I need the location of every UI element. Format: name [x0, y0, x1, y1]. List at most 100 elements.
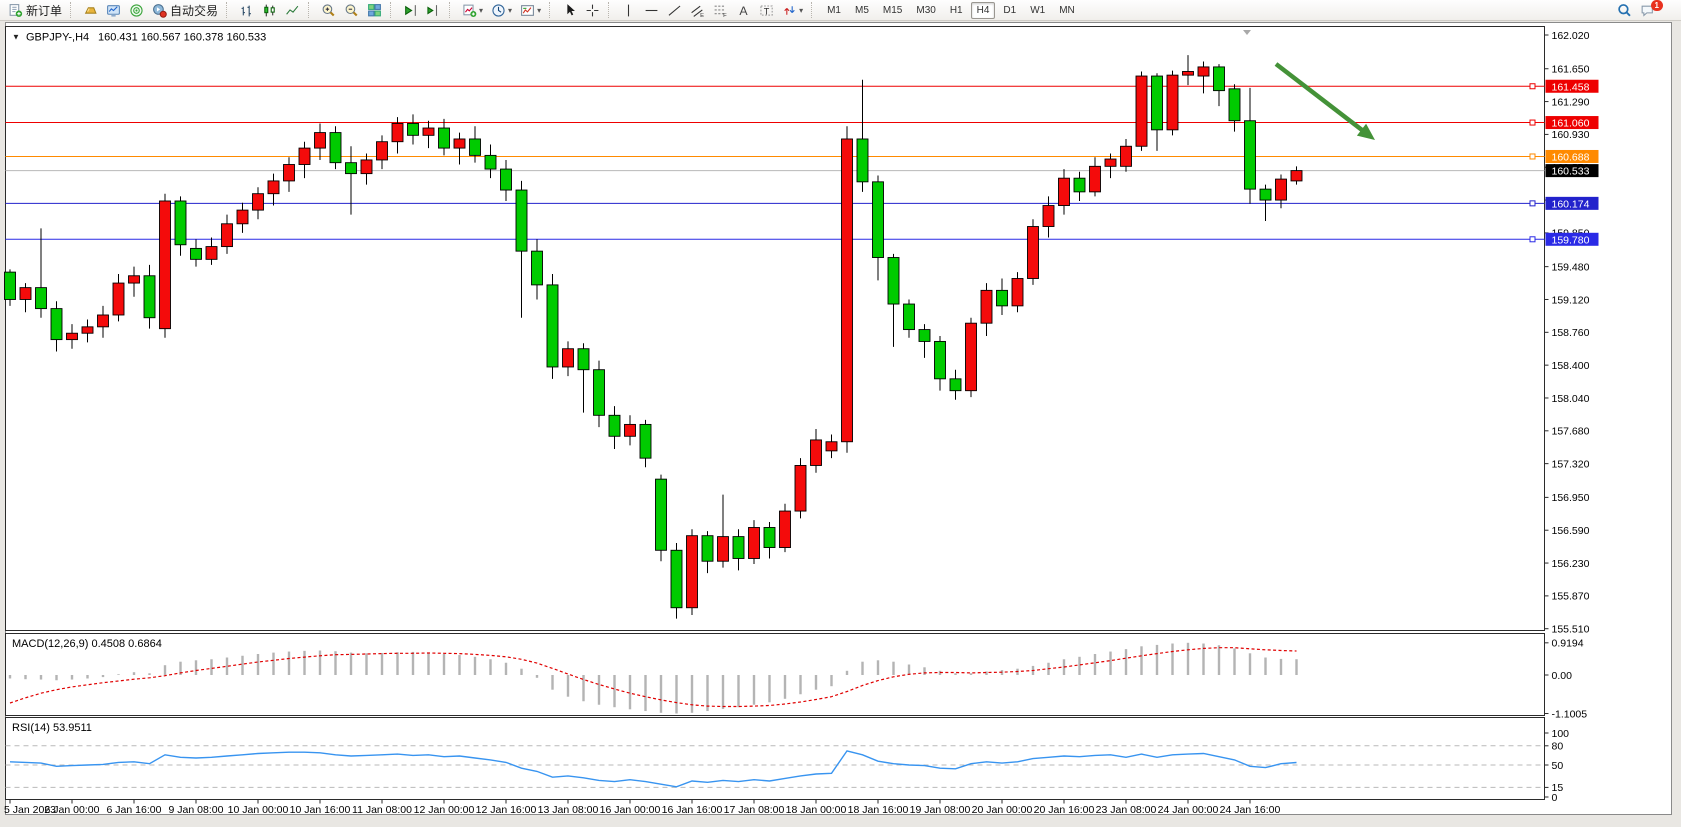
timeframe-MN[interactable]: MN	[1059, 4, 1075, 16]
symbol-dropdown-icon[interactable]: ▼	[12, 33, 20, 42]
crosshair-icon[interactable]	[582, 0, 603, 20]
timeframe-M5[interactable]: M5	[855, 4, 869, 16]
toolbar-separator	[390, 2, 395, 18]
macd-axis-label: 0.00	[1552, 670, 1573, 682]
payment-icon[interactable]	[80, 0, 101, 20]
price-level-badge: 161.458	[1552, 81, 1590, 93]
time-axis-label: 23 Jan 08:00	[1096, 804, 1157, 816]
periods-icon[interactable]: ▾	[488, 0, 515, 20]
horizontal-line-161.458[interactable]	[5, 83, 1545, 90]
rsi-axis-label: 50	[1552, 760, 1564, 772]
price-axis-label: 160.930	[1552, 129, 1590, 141]
chart-title-ohlc: 160.431 160.567 160.378 160.533	[98, 32, 266, 44]
toolbar-separator	[226, 2, 231, 18]
price-axis-label: 161.650	[1552, 64, 1590, 76]
templates-icon[interactable]: ▾	[517, 0, 544, 20]
chart-area[interactable]: 162.020161.650161.290160.930160.570160.2…	[0, 22, 1681, 827]
trend-arrow[interactable]	[1274, 62, 1375, 140]
toolbar-separator	[308, 2, 313, 18]
time-axis-label: 12 Jan 00:00	[414, 804, 475, 816]
new-order-icon[interactable]: 新订单	[5, 0, 65, 20]
svg-text:A: A	[740, 3, 749, 17]
time-axis-label: 16 Jan 00:00	[600, 804, 661, 816]
tile-windows-icon[interactable]	[364, 0, 385, 20]
signals-icon[interactable]	[126, 0, 147, 20]
time-axis-label: 18 Jan 16:00	[848, 804, 909, 816]
macd-panel[interactable]	[5, 633, 1545, 716]
chart-title-symbol: GBPJPY-,H4	[26, 32, 89, 44]
time-axis-label: 9 Jan 08:00	[169, 804, 224, 816]
terminal-icon[interactable]	[103, 0, 124, 20]
timeframe-D1[interactable]: D1	[1003, 4, 1017, 16]
price-axis-label: 159.480	[1552, 261, 1590, 273]
time-axis-label: 6 Jan 16:00	[107, 804, 162, 816]
auto-scroll-icon[interactable]	[400, 0, 421, 20]
price-axis-label: 156.590	[1552, 525, 1590, 537]
price-level-badge: 161.060	[1552, 118, 1590, 130]
rsi-panel[interactable]	[5, 717, 1545, 800]
price-axis-label: 156.230	[1552, 558, 1590, 570]
horizontal-line-161.060[interactable]	[5, 119, 1545, 126]
timeframe-H1[interactable]: H1	[949, 4, 963, 16]
timeframe-M30[interactable]: M30	[916, 4, 936, 16]
toolbar: 新订单 自动交易 ▾ ▾ ▾ E F A T ▾ M1 M5 M15 M30 H1 H4 D1 W1 MN 1	[0, 0, 1681, 21]
timeframe-H4[interactable]: H4	[970, 1, 996, 19]
price-axis-label: 159.120	[1552, 294, 1590, 306]
time-axis-label: 13 Jan 08:00	[538, 804, 599, 816]
toolbar-separator	[811, 2, 816, 18]
zoom-in-icon[interactable]	[318, 0, 339, 20]
timeframe-M15[interactable]: M15	[882, 4, 903, 16]
candlestick-chart-icon[interactable]	[259, 0, 280, 20]
chart-shift-icon[interactable]	[423, 0, 444, 20]
current-price-badge: 160.533	[1552, 166, 1590, 178]
time-axis-label: 16 Jan 16:00	[662, 804, 723, 816]
toolbar-separator	[449, 2, 454, 18]
time-axis-label: 24 Jan 16:00	[1220, 804, 1281, 816]
timeframe-M1[interactable]: M1	[827, 4, 841, 16]
autotrade-icon[interactable]: 自动交易	[149, 0, 221, 20]
horizontal-line-159.780[interactable]	[5, 236, 1545, 243]
price-axis-label: 158.760	[1552, 327, 1590, 339]
search-icon[interactable]	[1614, 0, 1635, 20]
text-label-icon[interactable]: T	[756, 0, 777, 20]
horizontal-line-160.688[interactable]	[5, 153, 1545, 160]
rsi-axis-label: 100	[1552, 728, 1570, 740]
time-axis-label: 19 Jan 08:00	[910, 804, 971, 816]
toolbar-separator	[608, 2, 613, 18]
rsi-line	[9, 750, 1297, 788]
chat-icon[interactable]: 1	[1637, 0, 1670, 20]
rsi-axis-label: 80	[1552, 741, 1564, 753]
zoom-out-icon[interactable]	[341, 0, 362, 20]
price-axis-label: 158.040	[1552, 393, 1590, 405]
notification-badge: 1	[1650, 0, 1663, 11]
price-axis-label: 162.020	[1552, 30, 1590, 42]
chart-shift-marker-icon	[1243, 30, 1251, 35]
time-axis-label: 10 Jan 00:00	[228, 804, 289, 816]
text-icon[interactable]: A	[733, 0, 754, 20]
time-axis-label: 17 Jan 08:00	[724, 804, 785, 816]
timeframe-W1[interactable]: W1	[1030, 4, 1046, 16]
bar-chart-icon[interactable]	[236, 0, 257, 20]
indicators-icon[interactable]: ▾	[459, 0, 486, 20]
fibonacci-icon[interactable]: F	[710, 0, 731, 20]
line-chart-icon[interactable]	[282, 0, 303, 20]
svg-text:E: E	[700, 12, 704, 17]
price-axis-label: 157.320	[1552, 458, 1590, 470]
time-axis-label: 5 Jan 2023	[4, 804, 56, 816]
time-axis-label: 12 Jan 16:00	[476, 804, 537, 816]
price-axis-label: 157.680	[1552, 426, 1590, 438]
macd-label: MACD(12,26,9) 0.4508 0.6864	[12, 638, 162, 650]
vertical-line-icon[interactable]	[618, 0, 639, 20]
horizontal-line-icon[interactable]	[641, 0, 662, 20]
price-level-badge: 160.688	[1552, 151, 1590, 163]
time-axis-label: 24 Jan 00:00	[1158, 804, 1219, 816]
cursor-icon[interactable]	[559, 0, 580, 20]
time-axis-label: 10 Jan 16:00	[290, 804, 351, 816]
rsi-label: RSI(14) 53.9511	[12, 722, 92, 734]
trendline-icon[interactable]	[664, 0, 685, 20]
candles	[4, 55, 1303, 619]
arrows-icon[interactable]: ▾	[779, 0, 806, 20]
equidistant-channel-icon[interactable]: E	[687, 0, 708, 20]
macd-axis-label: -1.1005	[1552, 708, 1588, 720]
